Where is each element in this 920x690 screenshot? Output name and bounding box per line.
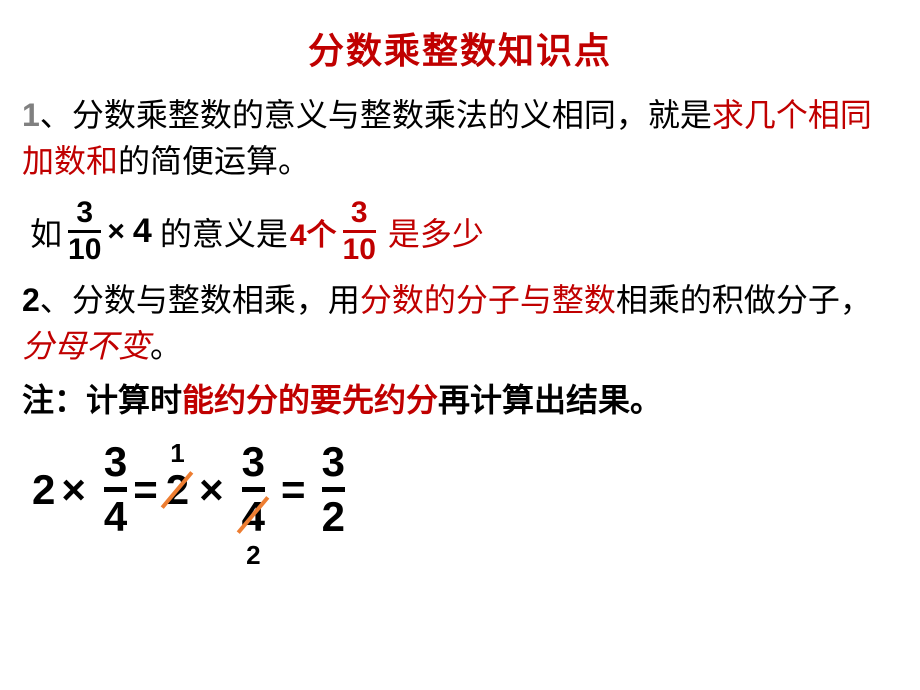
reduced-value-top: 1 xyxy=(170,438,184,469)
fraction-numerator: 3 xyxy=(76,198,93,230)
point-2-number: 2 xyxy=(22,282,40,318)
fraction-numerator: 3 xyxy=(242,441,265,487)
eq-mid-frac: 3 4 2 xyxy=(242,441,265,538)
point-1: 1、分数乘整数的意义与整数乘法的义相同，就是求几个相同加数和的简便运算。 xyxy=(0,74,920,184)
reduced-value-bottom: 2 xyxy=(246,542,260,568)
point-1-sep: 、 xyxy=(40,97,72,133)
eq-mid-int-reduced: 1 2 xyxy=(166,466,189,514)
point-2-highlight-a: 分数的分子与整数 xyxy=(360,282,616,318)
note-suffix: 再计算出结果。 xyxy=(438,382,662,418)
fraction-numerator: 3 xyxy=(322,441,345,487)
point-1-number: 1 xyxy=(22,97,40,133)
fraction-denominator-reduced: 4 2 xyxy=(242,492,265,538)
point-2-text-c: 。 xyxy=(150,328,182,364)
eq-lhs-int: 2 xyxy=(32,466,55,514)
note-prefix: 注：计算时 xyxy=(22,382,182,418)
fraction-numerator: 3 xyxy=(104,441,127,487)
example-mid: 的意义是 xyxy=(160,209,288,255)
example-tail: 是多少 xyxy=(388,209,484,255)
fraction-numerator: 3 xyxy=(351,198,368,230)
eq-lhs-frac: 3 4 xyxy=(104,441,127,538)
eq-rhs-frac: 3 2 xyxy=(322,441,345,538)
note-highlight: 能约分的要先约分 xyxy=(182,382,438,418)
page-title: 分数乘整数知识点 xyxy=(0,0,920,74)
point-2-text-a: 分数与整数相乘，用 xyxy=(72,282,360,318)
fraction-denominator: 4 xyxy=(104,492,127,538)
example-integer: 4 xyxy=(133,212,152,251)
example-fraction-2: 3 10 xyxy=(343,198,376,265)
example-prefix: 如 xyxy=(30,209,62,255)
point-2-sep: 、 xyxy=(40,282,72,318)
point-2: 2、分数与整数相乘，用分数的分子与整数相乘的积做分子， 分母不变。 xyxy=(0,265,920,369)
point-1-text-a: 分数乘整数的意义与整数乘法的义相同，就是 xyxy=(72,97,712,133)
example-count: 4个 xyxy=(290,210,337,254)
example-fraction-1: 3 10 xyxy=(68,198,101,265)
fraction-denominator: 2 xyxy=(322,492,345,538)
point-2-highlight-b: 分母不变 xyxy=(22,328,150,364)
times-sign: × xyxy=(199,466,224,514)
example-row: 如 3 10 × 4 的意义是 4个 3 10 是多少 xyxy=(0,184,920,265)
point-2-text-b: 相乘的积做分子， xyxy=(616,282,872,318)
times-sign: × xyxy=(107,215,125,249)
equals-sign: = xyxy=(133,466,158,514)
equals-sign: = xyxy=(281,466,306,514)
note-line: 注：计算时能约分的要先约分再计算出结果。 xyxy=(0,369,920,423)
times-sign: × xyxy=(61,466,86,514)
point-1-text-b: 的简便运算。 xyxy=(118,143,310,179)
fraction-denominator: 10 xyxy=(68,233,101,265)
fraction-denominator: 10 xyxy=(343,233,376,265)
worked-equation: 2 × 3 4 = 1 2 × 3 4 2 = 3 2 xyxy=(0,423,920,538)
